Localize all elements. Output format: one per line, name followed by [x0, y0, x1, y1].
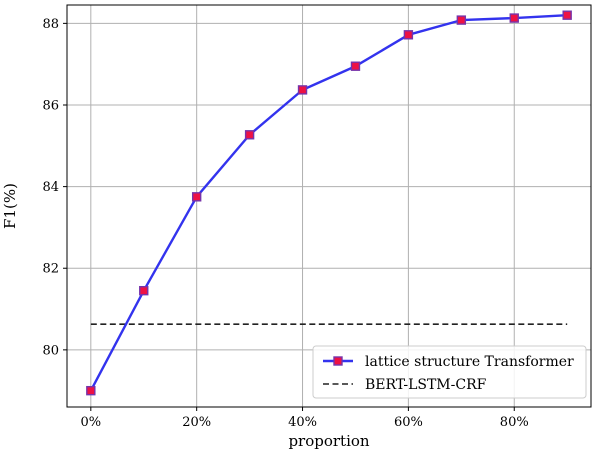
data-point-lattice-structure-transformer: [86, 385, 96, 396]
x-axis-label: proportion: [288, 432, 369, 450]
data-point-lattice-structure-transformer: [562, 10, 572, 20]
data-point-lattice-structure-transformer: [403, 30, 414, 40]
y-tick-label: 84: [42, 180, 59, 195]
series-lines: [89, 14, 568, 392]
x-tick-label: 40%: [288, 415, 317, 430]
data-point-lattice-structure-transformer: [509, 13, 519, 23]
x-tick-label: 80%: [500, 415, 529, 430]
y-tick-label: 86: [42, 98, 59, 113]
y-tick-label: 88: [42, 17, 59, 32]
x-tick-label: 0%: [81, 415, 102, 430]
y-tick-label: 80: [42, 343, 59, 358]
y-tick-label: 82: [42, 262, 59, 277]
ticks: 0% 20% 40% 60% 80% 80 82 84 86 88: [42, 17, 528, 430]
data-point-lattice-structure-transformer: [191, 192, 202, 202]
data-point-lattice-structure-transformer: [456, 15, 467, 25]
legend-entry-bert-lstm-crf: BERT-LSTM-CRF: [365, 377, 487, 393]
legend-entry-lattice-structure-transformer: lattice structure Transformer: [365, 354, 574, 370]
x-tick-label: 20%: [182, 415, 211, 430]
series-line-lattice-structure-transformer: [89, 14, 568, 392]
legend-box: [312, 345, 587, 399]
plot-frame: [66, 4, 592, 408]
data-point-lattice-structure-transformer: [297, 85, 308, 95]
data-point-lattice-structure-transformer: [244, 130, 255, 140]
data-point-lattice-structure-transformer: [350, 61, 361, 71]
legend: lattice structure Transformer BERT-LSTM-…: [312, 345, 587, 399]
x-tick-label: 60%: [394, 415, 423, 430]
y-axis-label: F1(%): [1, 183, 19, 229]
series-markers: [86, 10, 572, 396]
legend-swatch-lattice-marker: [333, 356, 343, 366]
data-point-lattice-structure-transformer: [139, 285, 149, 296]
